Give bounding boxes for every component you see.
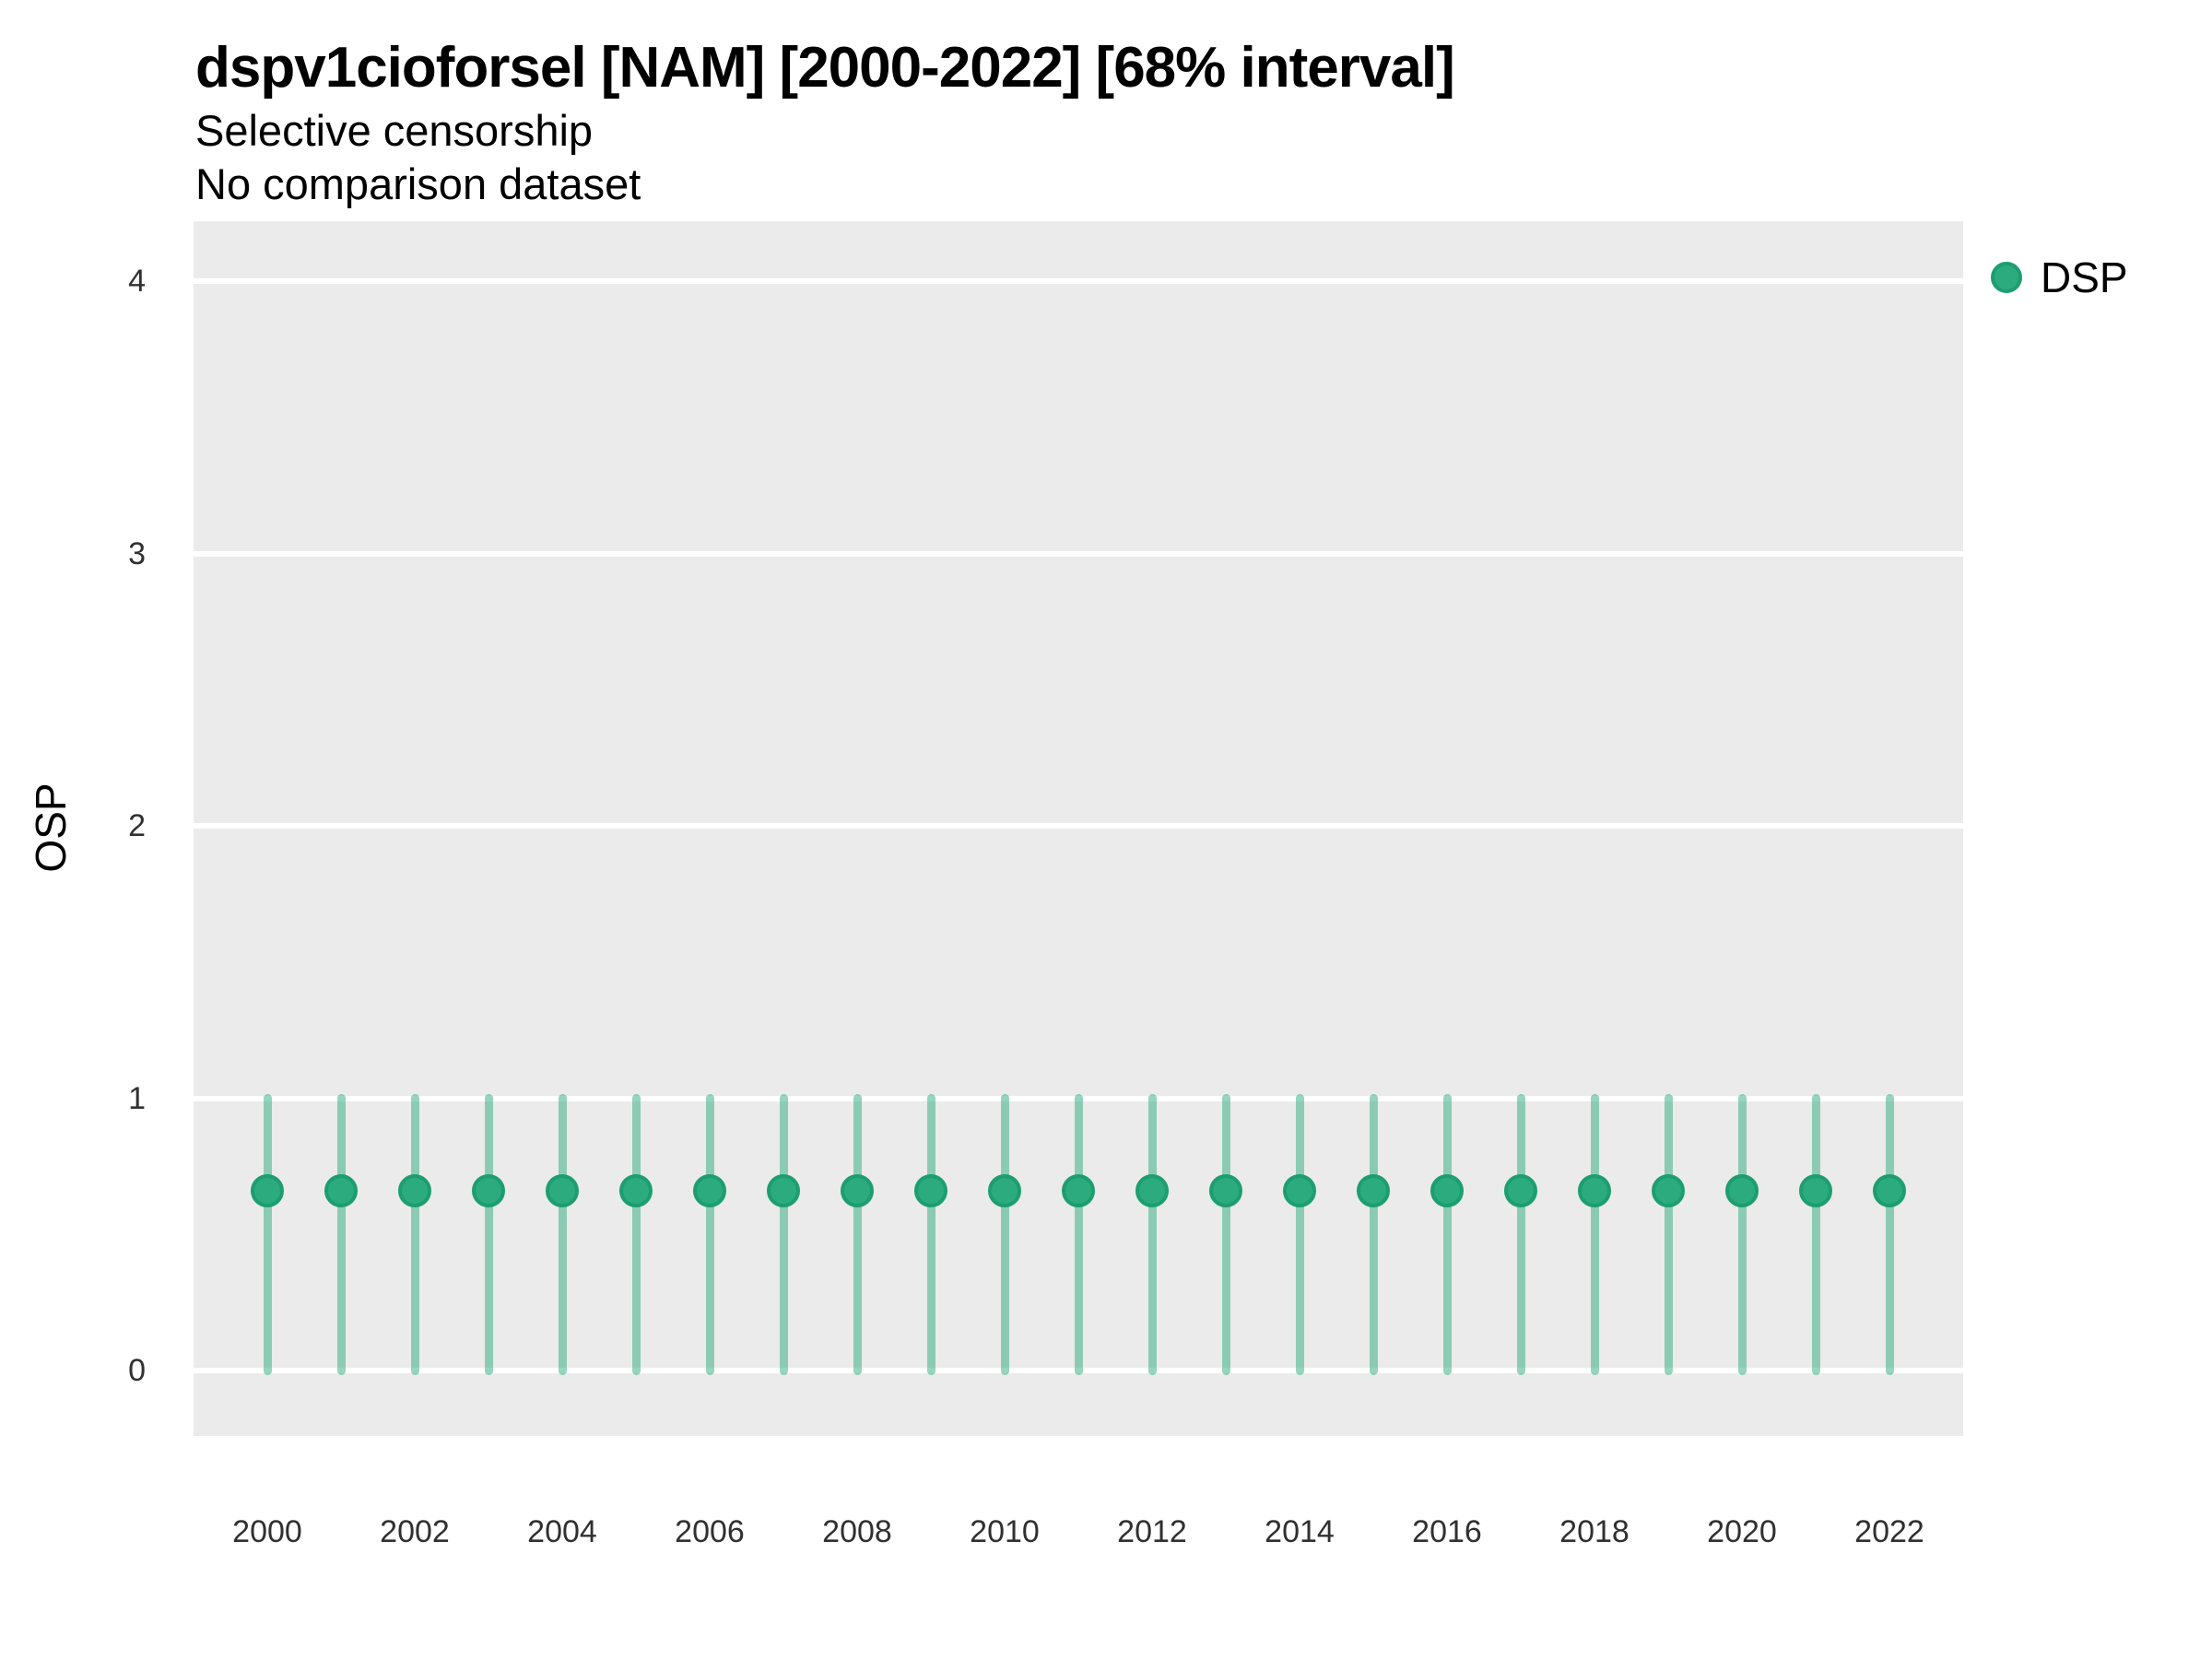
data-point	[398, 1174, 431, 1208]
interval-bar	[631, 1093, 641, 1376]
x-tick-label: 2014	[1265, 1514, 1335, 1549]
interval-bar	[1664, 1093, 1673, 1376]
interval-bar	[1516, 1093, 1525, 1376]
data-point	[914, 1174, 947, 1208]
data-point	[1578, 1174, 1611, 1208]
x-tick-label: 2002	[380, 1514, 450, 1549]
chart-title: dspv1cioforsel [NAM] [2000-2022] [68% in…	[195, 36, 1455, 100]
data-point	[1799, 1174, 1832, 1208]
data-point	[1652, 1174, 1685, 1208]
x-tick-label: 2016	[1412, 1514, 1482, 1549]
interval-bar	[1074, 1093, 1083, 1376]
y-tick-label: 0	[128, 1353, 146, 1389]
x-tick-label: 2020	[1707, 1514, 1777, 1549]
y-tick-label: 1	[128, 1080, 146, 1116]
data-point	[1357, 1174, 1390, 1208]
interval-bar	[1295, 1093, 1304, 1376]
data-point	[988, 1174, 1021, 1208]
x-tick-label: 2008	[822, 1514, 892, 1549]
data-point	[1430, 1174, 1464, 1208]
interval-bar	[1811, 1093, 1820, 1376]
data-point	[1209, 1174, 1242, 1208]
x-tick-label: 2018	[1559, 1514, 1630, 1549]
data-point	[1725, 1174, 1759, 1208]
interval-bar	[410, 1093, 419, 1376]
x-tick-label: 2004	[527, 1514, 597, 1549]
legend-swatch-dsp-icon	[1991, 262, 2022, 293]
data-point	[1135, 1174, 1169, 1208]
chart-note: No comparison dataset	[195, 159, 641, 208]
data-point	[619, 1174, 653, 1208]
interval-bar	[484, 1093, 493, 1376]
x-tick-label: 2010	[970, 1514, 1040, 1549]
interval-bar	[1442, 1093, 1452, 1376]
data-point	[472, 1174, 505, 1208]
interval-bar	[1885, 1093, 1894, 1376]
x-tick-label: 2012	[1117, 1514, 1187, 1549]
gridline-y-3	[194, 550, 1963, 557]
data-point	[1504, 1174, 1537, 1208]
gridline-y-2	[194, 823, 1963, 830]
y-tick-label: 4	[128, 264, 146, 299]
x-axis: 2000 2002 2004 2006 2008 2010 2012 2014 2016 2018…	[194, 1514, 1963, 1560]
y-axis: 0 1 2 3 4	[0, 221, 146, 1436]
x-tick-label: 2022	[1854, 1514, 1924, 1549]
interval-bar	[1147, 1093, 1157, 1376]
plot-panel	[194, 221, 1963, 1436]
interval-bar	[263, 1093, 272, 1376]
chart-subtitle: Selective censorship	[195, 106, 594, 155]
gridline-y-4	[194, 278, 1963, 284]
interval-bar	[1737, 1093, 1747, 1376]
legend: DSP	[1991, 253, 2128, 302]
interval-bar	[853, 1093, 862, 1376]
interval-bar	[1000, 1093, 1009, 1376]
interval-bar	[1590, 1093, 1599, 1376]
data-point	[1062, 1174, 1095, 1208]
interval-bar	[779, 1093, 788, 1376]
interval-bar	[336, 1093, 346, 1376]
interval-bar	[1221, 1093, 1230, 1376]
x-tick-label: 2006	[675, 1514, 745, 1549]
data-point	[693, 1174, 726, 1208]
data-point	[1873, 1174, 1906, 1208]
interval-bar	[1369, 1093, 1378, 1376]
data-point	[767, 1174, 800, 1208]
interval-bar	[558, 1093, 567, 1376]
x-tick-label: 2000	[232, 1514, 302, 1549]
data-point	[251, 1174, 284, 1208]
data-point	[324, 1174, 358, 1208]
data-point	[841, 1174, 874, 1208]
interval-bar	[705, 1093, 714, 1376]
data-point	[1283, 1174, 1316, 1208]
y-tick-label: 3	[128, 535, 146, 571]
y-tick-label: 2	[128, 808, 146, 844]
data-point	[546, 1174, 579, 1208]
interval-bar	[926, 1093, 935, 1376]
legend-label: DSP	[2041, 253, 2128, 301]
